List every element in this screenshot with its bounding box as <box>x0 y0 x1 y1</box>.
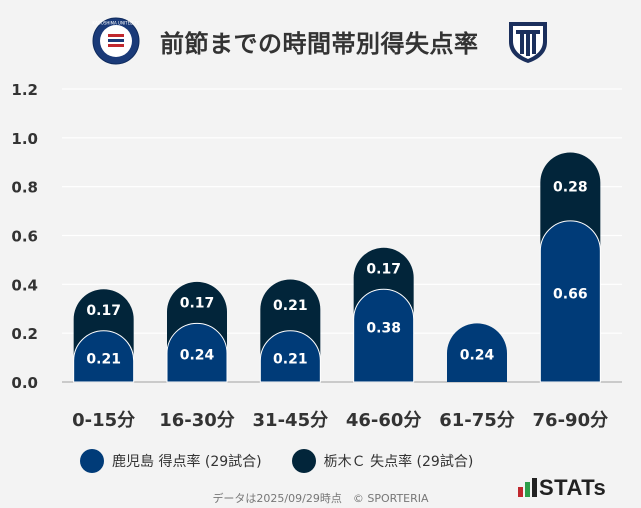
legend-item-tochigi: 栃木Ｃ 失点率 (29試合) <box>292 449 474 473</box>
stats-brand-text: STATs <box>539 475 606 501</box>
x-tick-label: 31-45分 <box>253 410 329 431</box>
data-label-kagoshima: 0.21 <box>273 351 308 367</box>
data-label-tochigi: 0.17 <box>180 296 215 312</box>
data-label-kagoshima: 0.24 <box>460 348 495 364</box>
data-label-kagoshima: 0.21 <box>86 351 121 367</box>
y-tick-label: 0.2 <box>11 325 38 343</box>
x-tick-label: 46-60分 <box>346 410 422 431</box>
legend-swatch-tochigi <box>292 449 316 473</box>
x-tick-label: 61-75分 <box>439 410 515 431</box>
legend-swatch-kagoshima <box>80 449 104 473</box>
data-label-kagoshima: 0.38 <box>366 321 401 337</box>
data-label-tochigi: 0.28 <box>553 180 588 196</box>
y-tick-label: 0.8 <box>11 179 38 197</box>
y-tick-label: 0.6 <box>11 228 38 246</box>
data-label-tochigi: 0.17 <box>366 261 401 277</box>
legend-label-kagoshima: 鹿児島 得点率 (29試合) <box>112 451 262 471</box>
data-label-tochigi: 0.21 <box>273 298 308 314</box>
data-label-kagoshima: 0.24 <box>180 348 215 364</box>
data-label-kagoshima: 0.66 <box>553 286 588 302</box>
data-label-tochigi: 0.17 <box>86 303 121 319</box>
legend-label-tochigi: 栃木Ｃ 失点率 (29試合) <box>324 451 474 471</box>
stats-brand: STATs <box>517 476 606 500</box>
y-tick-label: 0.0 <box>11 374 38 392</box>
x-tick-label: 76-90分 <box>533 410 609 431</box>
y-tick-label: 0.4 <box>11 276 38 294</box>
y-tick-label: 1.0 <box>11 130 38 148</box>
stacked-bar-chart: 0.0 0.2 0.4 0.6 0.8 1.0 1.2 0.21 0.17 0-15分 0.24 0.… <box>0 0 641 440</box>
chart-legend: 鹿児島 得点率 (29試合) 栃木Ｃ 失点率 (29試合) <box>80 447 503 475</box>
y-tick-label: 1.2 <box>11 81 38 99</box>
stats-bars-icon <box>517 477 539 499</box>
legend-item-kagoshima: 鹿児島 得点率 (29試合) <box>80 449 262 473</box>
x-tick-label: 0-15分 <box>72 410 135 431</box>
x-tick-label: 16-30分 <box>159 410 235 431</box>
